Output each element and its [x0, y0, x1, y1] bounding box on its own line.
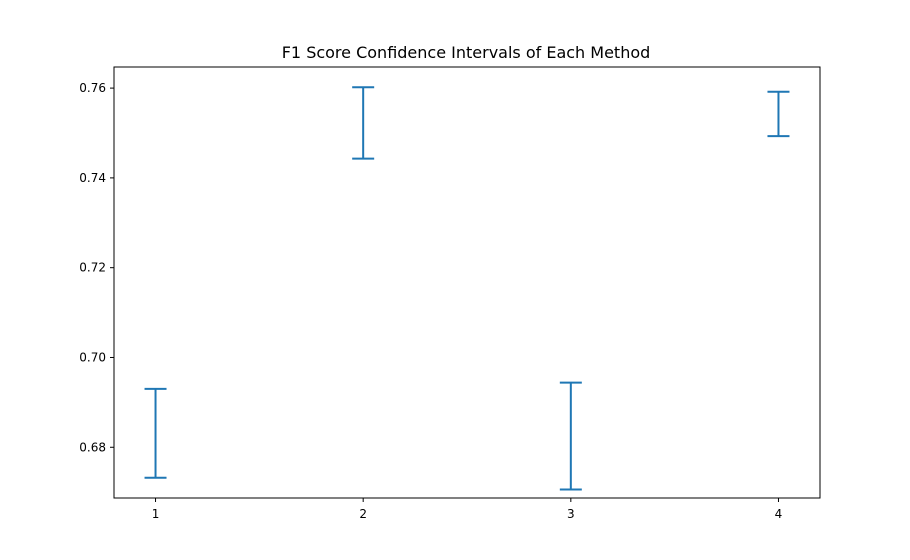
chart-title: F1 Score Confidence Intervals of Each Me…: [282, 43, 651, 62]
confidence-intervals: [144, 86, 790, 491]
x-tick-label: 3: [567, 507, 575, 521]
error-bar-method-2: [352, 86, 375, 160]
y-tick-label: 0.76: [79, 81, 106, 95]
error-bar-method-4: [767, 90, 790, 138]
error-bar-method-1: [144, 387, 167, 479]
y-tick-label: 0.74: [79, 171, 106, 185]
y-axis: 0.68 0.70 0.72 0.74 0.76: [79, 81, 114, 454]
error-bar-method-3: [559, 381, 582, 491]
x-tick-label: 2: [359, 507, 367, 521]
x-tick-label: 1: [152, 507, 160, 521]
x-axis: 1 2 3 4: [152, 498, 783, 521]
x-tick-label: 4: [775, 507, 783, 521]
plot-area-frame: [113, 66, 821, 499]
y-tick-label: 0.72: [79, 261, 106, 275]
y-tick-label: 0.70: [79, 350, 106, 364]
y-tick-label: 0.68: [79, 440, 106, 454]
